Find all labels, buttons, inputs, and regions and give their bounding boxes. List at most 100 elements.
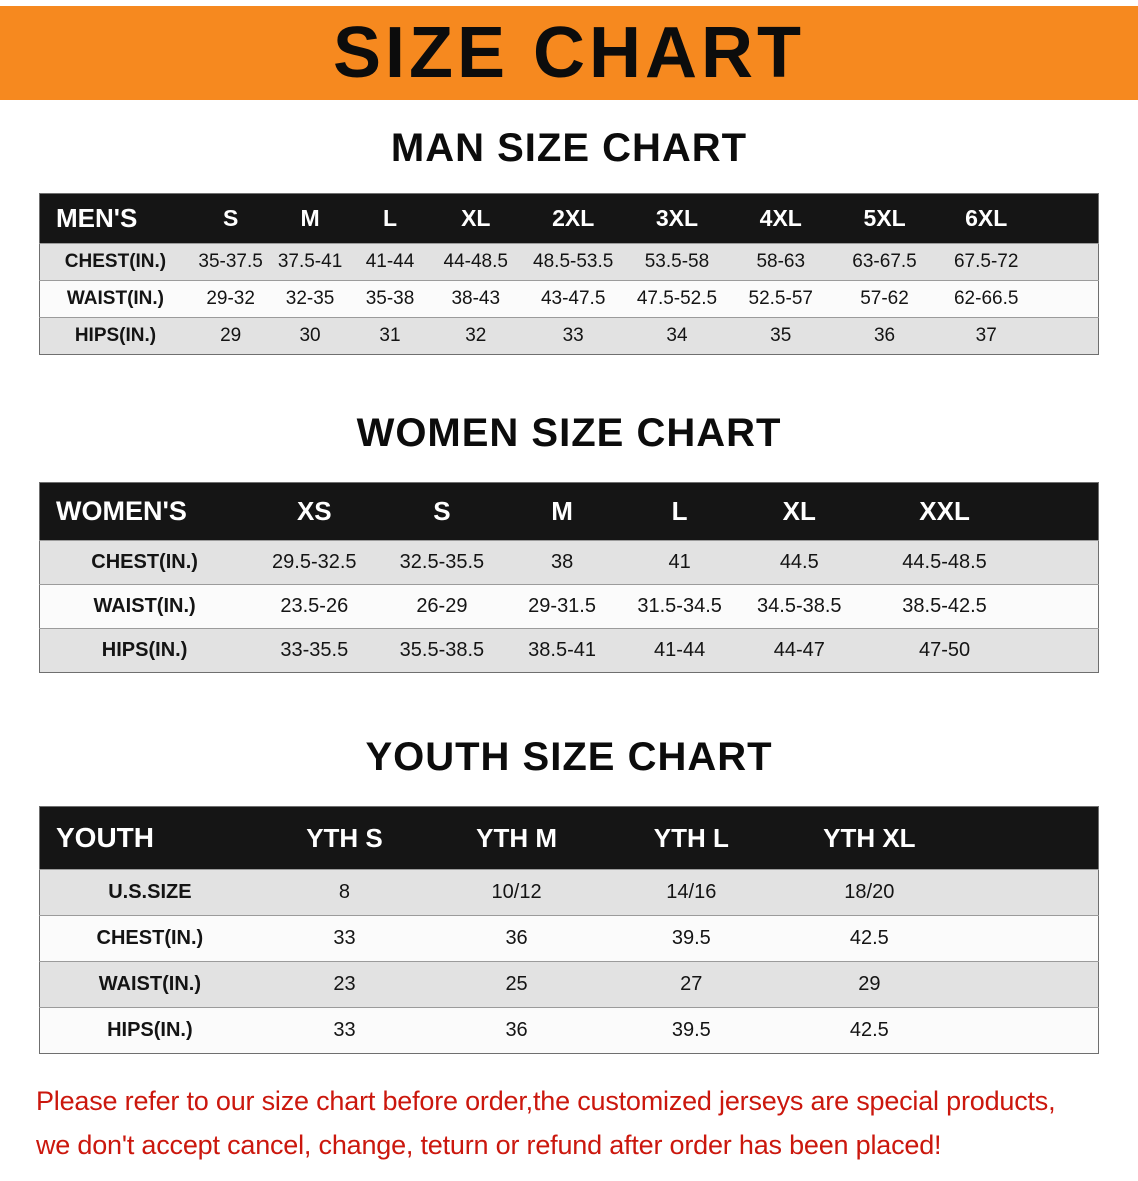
size-value-cell: 37.5-41 (277, 251, 343, 272)
size-value-cell: 35-38 (365, 288, 415, 309)
size-value-cell: 29 (220, 325, 242, 346)
size-value-cell: 34 (666, 325, 688, 346)
size-value-cell: 52.5-57 (748, 288, 813, 309)
disclaimer-line-2: we don't accept cancel, change, teturn o… (36, 1129, 942, 1160)
men-section-heading: MAN SIZE CHART (390, 126, 748, 170)
size-value-cell: 35-37.5 (198, 251, 263, 272)
row-label-cell: HIPS(IN.) (101, 639, 188, 661)
column-header-cell: 6XL (936, 193, 1099, 244)
column-header-cell: XS (249, 482, 380, 541)
column-header-cell: L (619, 482, 740, 541)
size-value-cell: 29-32 (206, 288, 255, 309)
column-header-cell: M (270, 193, 350, 244)
size-value-cell: 57-62 (860, 288, 909, 309)
row-label-cell: WAIST(IN.) (66, 288, 165, 309)
table-row: WAIST(IN.) 23 25 27 29 (39, 961, 1099, 1008)
page-title: SIZE CHART (333, 13, 805, 93)
size-value-cell: 26-29 (416, 595, 468, 617)
column-header-cell: YTH S (259, 806, 430, 870)
size-value-cell: 63-67.5 (852, 251, 917, 272)
column-header-cell: 5XL (832, 193, 937, 244)
row-label-cell: CHEST(IN.) (91, 551, 198, 573)
row-label-cell: CHEST(IN.) (64, 251, 167, 272)
size-value-cell: 35.5-38.5 (399, 639, 485, 661)
banner: SIZE CHART (0, 6, 1138, 100)
men-size-table: MEN'S S M L XL 2XL 3XL 4XL 5XL 6XL CHEST… (39, 193, 1099, 355)
table-row: WAIST(IN.) 23.5-26 26-29 29-31.5 31.5-34… (39, 584, 1099, 629)
men-table-header-row: MEN'S S M L XL 2XL 3XL 4XL 5XL 6XL (39, 193, 1099, 244)
disclaimer-line-1: Please refer to our size chart before or… (36, 1086, 1056, 1116)
column-header-cell: S (379, 482, 505, 541)
size-value-cell: 18/20 (844, 881, 895, 903)
size-value-cell: 10/12 (491, 881, 542, 903)
size-value-cell: 42.5 (849, 1019, 889, 1041)
column-header-cell: L (349, 193, 431, 244)
size-value-cell: 14/16 (666, 881, 717, 903)
size-value-cell: 39.5 (671, 927, 711, 949)
size-value-cell: 48.5-53.5 (533, 251, 614, 272)
size-value-cell: 34.5-38.5 (757, 595, 842, 617)
size-value-cell: 38.5-41 (528, 639, 596, 661)
size-value-cell: 36 (505, 927, 528, 949)
row-label-cell: HIPS(IN.) (74, 325, 157, 346)
table-row: CHEST(IN.) 33 36 39.5 42.5 (39, 915, 1099, 962)
column-header-cell: YTH L (603, 806, 779, 870)
size-value-cell: 33-35.5 (280, 639, 349, 661)
youth-table-title-cell: YOUTH (39, 806, 260, 870)
size-value-cell: 37 (975, 325, 997, 346)
size-value-cell: 23 (333, 973, 356, 995)
size-value-cell: 44.5 (779, 551, 819, 573)
size-value-cell: 67.5-72 (953, 251, 1019, 272)
women-table-header-row: WOMEN'S XS S M L XL XXL (39, 482, 1099, 541)
size-value-cell: 32.5-35.5 (399, 551, 485, 573)
column-header-cell: 4XL (728, 193, 833, 244)
size-value-cell: 36 (873, 325, 896, 346)
size-value-cell: 44-48.5 (443, 251, 508, 272)
size-value-cell: 38 (550, 551, 574, 573)
row-label-cell: WAIST(IN.) (98, 973, 201, 995)
table-row: CHEST(IN.) 29.5-32.5 32.5-35.5 38 41 44.… (39, 540, 1099, 585)
column-header-cell: YTH XL (778, 806, 1099, 870)
size-value-cell: 58-63 (756, 251, 806, 272)
size-value-cell: 31 (379, 325, 401, 346)
size-value-cell: 42.5 (849, 927, 889, 949)
size-value-cell: 23.5-26 (280, 595, 349, 617)
size-value-cell: 31.5-34.5 (637, 595, 722, 617)
men-table-title-cell: MEN'S (39, 193, 191, 244)
row-label-cell: WAIST(IN.) (93, 595, 196, 617)
size-value-cell: 47-50 (918, 639, 971, 661)
size-value-cell: 32 (465, 325, 487, 346)
column-header-cell: M (504, 482, 620, 541)
size-value-cell: 32-35 (285, 288, 335, 309)
size-value-cell: 25 (505, 973, 528, 995)
size-value-cell: 41 (668, 551, 691, 573)
size-value-cell: 27 (680, 973, 703, 995)
column-header-cell: S (190, 193, 271, 244)
size-value-cell: 33 (333, 927, 356, 949)
column-header-cell: 3XL (625, 193, 729, 244)
size-value-cell: 41-44 (365, 251, 415, 272)
table-row: U.S.SIZE 8 10/12 14/16 18/20 (39, 869, 1099, 916)
disclaimer-text: Please refer to our size chart before or… (36, 1080, 1108, 1167)
youth-size-table: YOUTH YTH S YTH M YTH L YTH XL U.S.SIZE … (39, 806, 1099, 1054)
column-header-cell: 2XL (521, 193, 626, 244)
size-value-cell: 29 (858, 973, 881, 995)
column-header-cell: XL (430, 193, 522, 244)
table-row: WAIST(IN.) 29-32 32-35 35-38 38-43 43-47… (39, 280, 1099, 318)
women-table-title-cell: WOMEN'S (39, 482, 250, 541)
size-value-cell: 38-43 (451, 288, 501, 309)
youth-section-heading: YOUTH SIZE CHART (365, 735, 773, 779)
size-value-cell: 41-44 (654, 639, 706, 661)
size-value-cell: 44.5-48.5 (902, 551, 987, 573)
column-header-cell: XXL (859, 482, 1099, 541)
size-value-cell: 39.5 (671, 1019, 711, 1041)
size-value-cell: 33 (333, 1019, 356, 1041)
column-header-cell: YTH M (429, 806, 604, 870)
size-value-cell: 29.5-32.5 (272, 551, 357, 573)
size-value-cell: 43-47.5 (540, 288, 606, 309)
youth-table-header-row: YOUTH YTH S YTH M YTH L YTH XL (39, 806, 1099, 870)
size-value-cell: 44-47 (773, 639, 825, 661)
size-value-cell: 35 (770, 325, 792, 346)
table-row: HIPS(IN.) 29 30 31 32 33 34 35 36 37 (39, 317, 1099, 355)
size-value-cell: 36 (505, 1019, 528, 1041)
